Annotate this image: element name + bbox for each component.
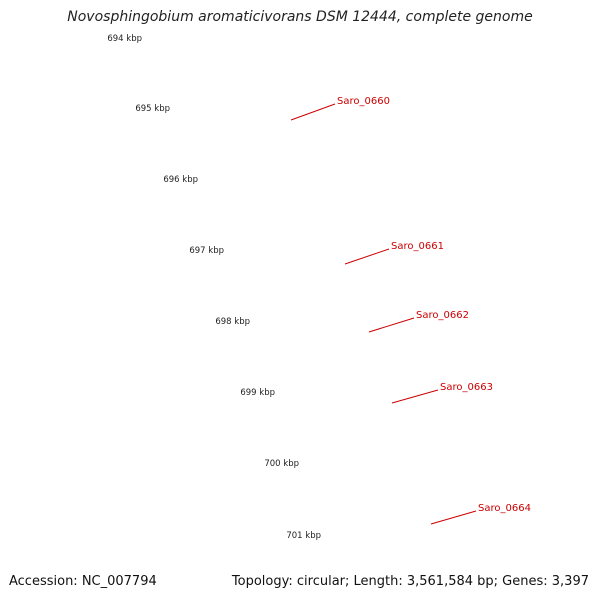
tick-label: 695 kbp — [135, 104, 170, 114]
tick-label: 701 kbp — [286, 531, 321, 541]
gene-leader-line — [391, 389, 439, 404]
gene-label: Saro_0663 — [440, 382, 493, 393]
tick-label: 699 kbp — [240, 388, 275, 398]
gene-label: Saro_0660 — [337, 96, 390, 107]
gene-label: Saro_0664 — [478, 503, 531, 514]
tick-label: 694 kbp — [107, 34, 142, 44]
gene-leader-line — [290, 103, 336, 121]
gene-label: Saro_0662 — [416, 310, 469, 321]
tick-label: 700 kbp — [264, 459, 299, 469]
gene-leader-line — [344, 248, 390, 265]
gene-leader-line — [368, 317, 415, 333]
gene-leader-line — [430, 510, 477, 525]
accession-text: Accession: NC_007794 — [9, 574, 157, 589]
genome-summary: Topology: circular; Length: 3,561,584 bp… — [231, 574, 589, 589]
tick-label: 697 kbp — [189, 246, 224, 256]
label-layer: 694 kbp 695 kbp 696 kbp 697 kbp 698 kbp 699 k… — [107, 34, 531, 541]
tick-label: 696 kbp — [163, 175, 198, 185]
gene-label: Saro_0661 — [391, 241, 444, 252]
map-title: Novosphingobium aromaticivorans DSM 1244… — [67, 9, 533, 25]
tick-label: 698 kbp — [215, 317, 250, 327]
